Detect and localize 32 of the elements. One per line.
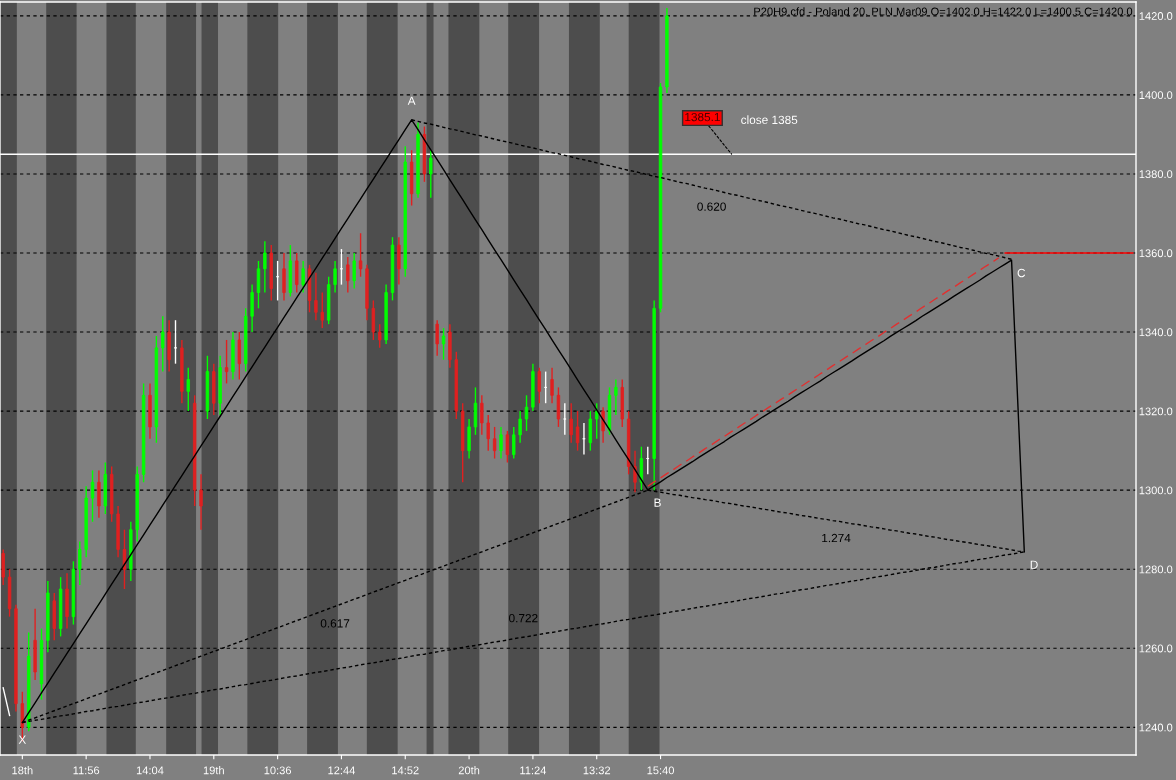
data-label: A — [407, 96, 416, 105]
y-tick-label: 1280.0 — [1139, 565, 1173, 574]
data-label: B — [654, 498, 661, 507]
x-tick-label: 14:52 — [392, 766, 419, 775]
series-label: 1.274 — [822, 533, 851, 543]
data-label: D — [1030, 560, 1038, 569]
chart-title: P20H9.cfd - Poland 20, PLN Mar09 O=1402.0 H=1422.0 L=1400.5 C=1420.0 — [754, 7, 1133, 17]
x-tick-label: 14:04 — [136, 766, 164, 775]
series-label: 0.722 — [509, 613, 538, 623]
x-tick-label: 11:24 — [520, 766, 547, 775]
annotation: 1385.1 — [685, 112, 720, 122]
series-label: 0.620 — [697, 202, 726, 211]
y-tick-label: 1320.0 — [1139, 407, 1173, 416]
y-tick-label: 1400.0 — [1139, 91, 1173, 100]
x-tick-label: 19th — [203, 766, 224, 775]
x-tick-label: 13:32 — [583, 766, 611, 775]
y-tick-label: 1340.0 — [1139, 328, 1173, 337]
x-tick-label: 11:56 — [73, 766, 100, 775]
y-tick-label: 1360.0 — [1139, 249, 1173, 258]
y-tick-label: 1300.0 — [1139, 486, 1173, 495]
y-tick-label: 1260.0 — [1139, 644, 1173, 653]
y-tick-label: 1240.0 — [1139, 723, 1173, 732]
x-tick-label: 15:40 — [647, 766, 675, 775]
y-tick-label: 1380.0 — [1139, 170, 1173, 179]
data-label: X — [18, 735, 27, 744]
x-tick-label: 12:44 — [328, 766, 356, 775]
data-label: C — [1017, 268, 1026, 278]
ref-line-label: close 1385 — [741, 115, 798, 125]
y-tick-label: 1420.0 — [1139, 12, 1173, 20]
x-tick-label: 20th — [458, 766, 480, 775]
x-tick-label: 10:36 — [264, 766, 292, 775]
x-tick-label: 18th — [12, 766, 33, 775]
